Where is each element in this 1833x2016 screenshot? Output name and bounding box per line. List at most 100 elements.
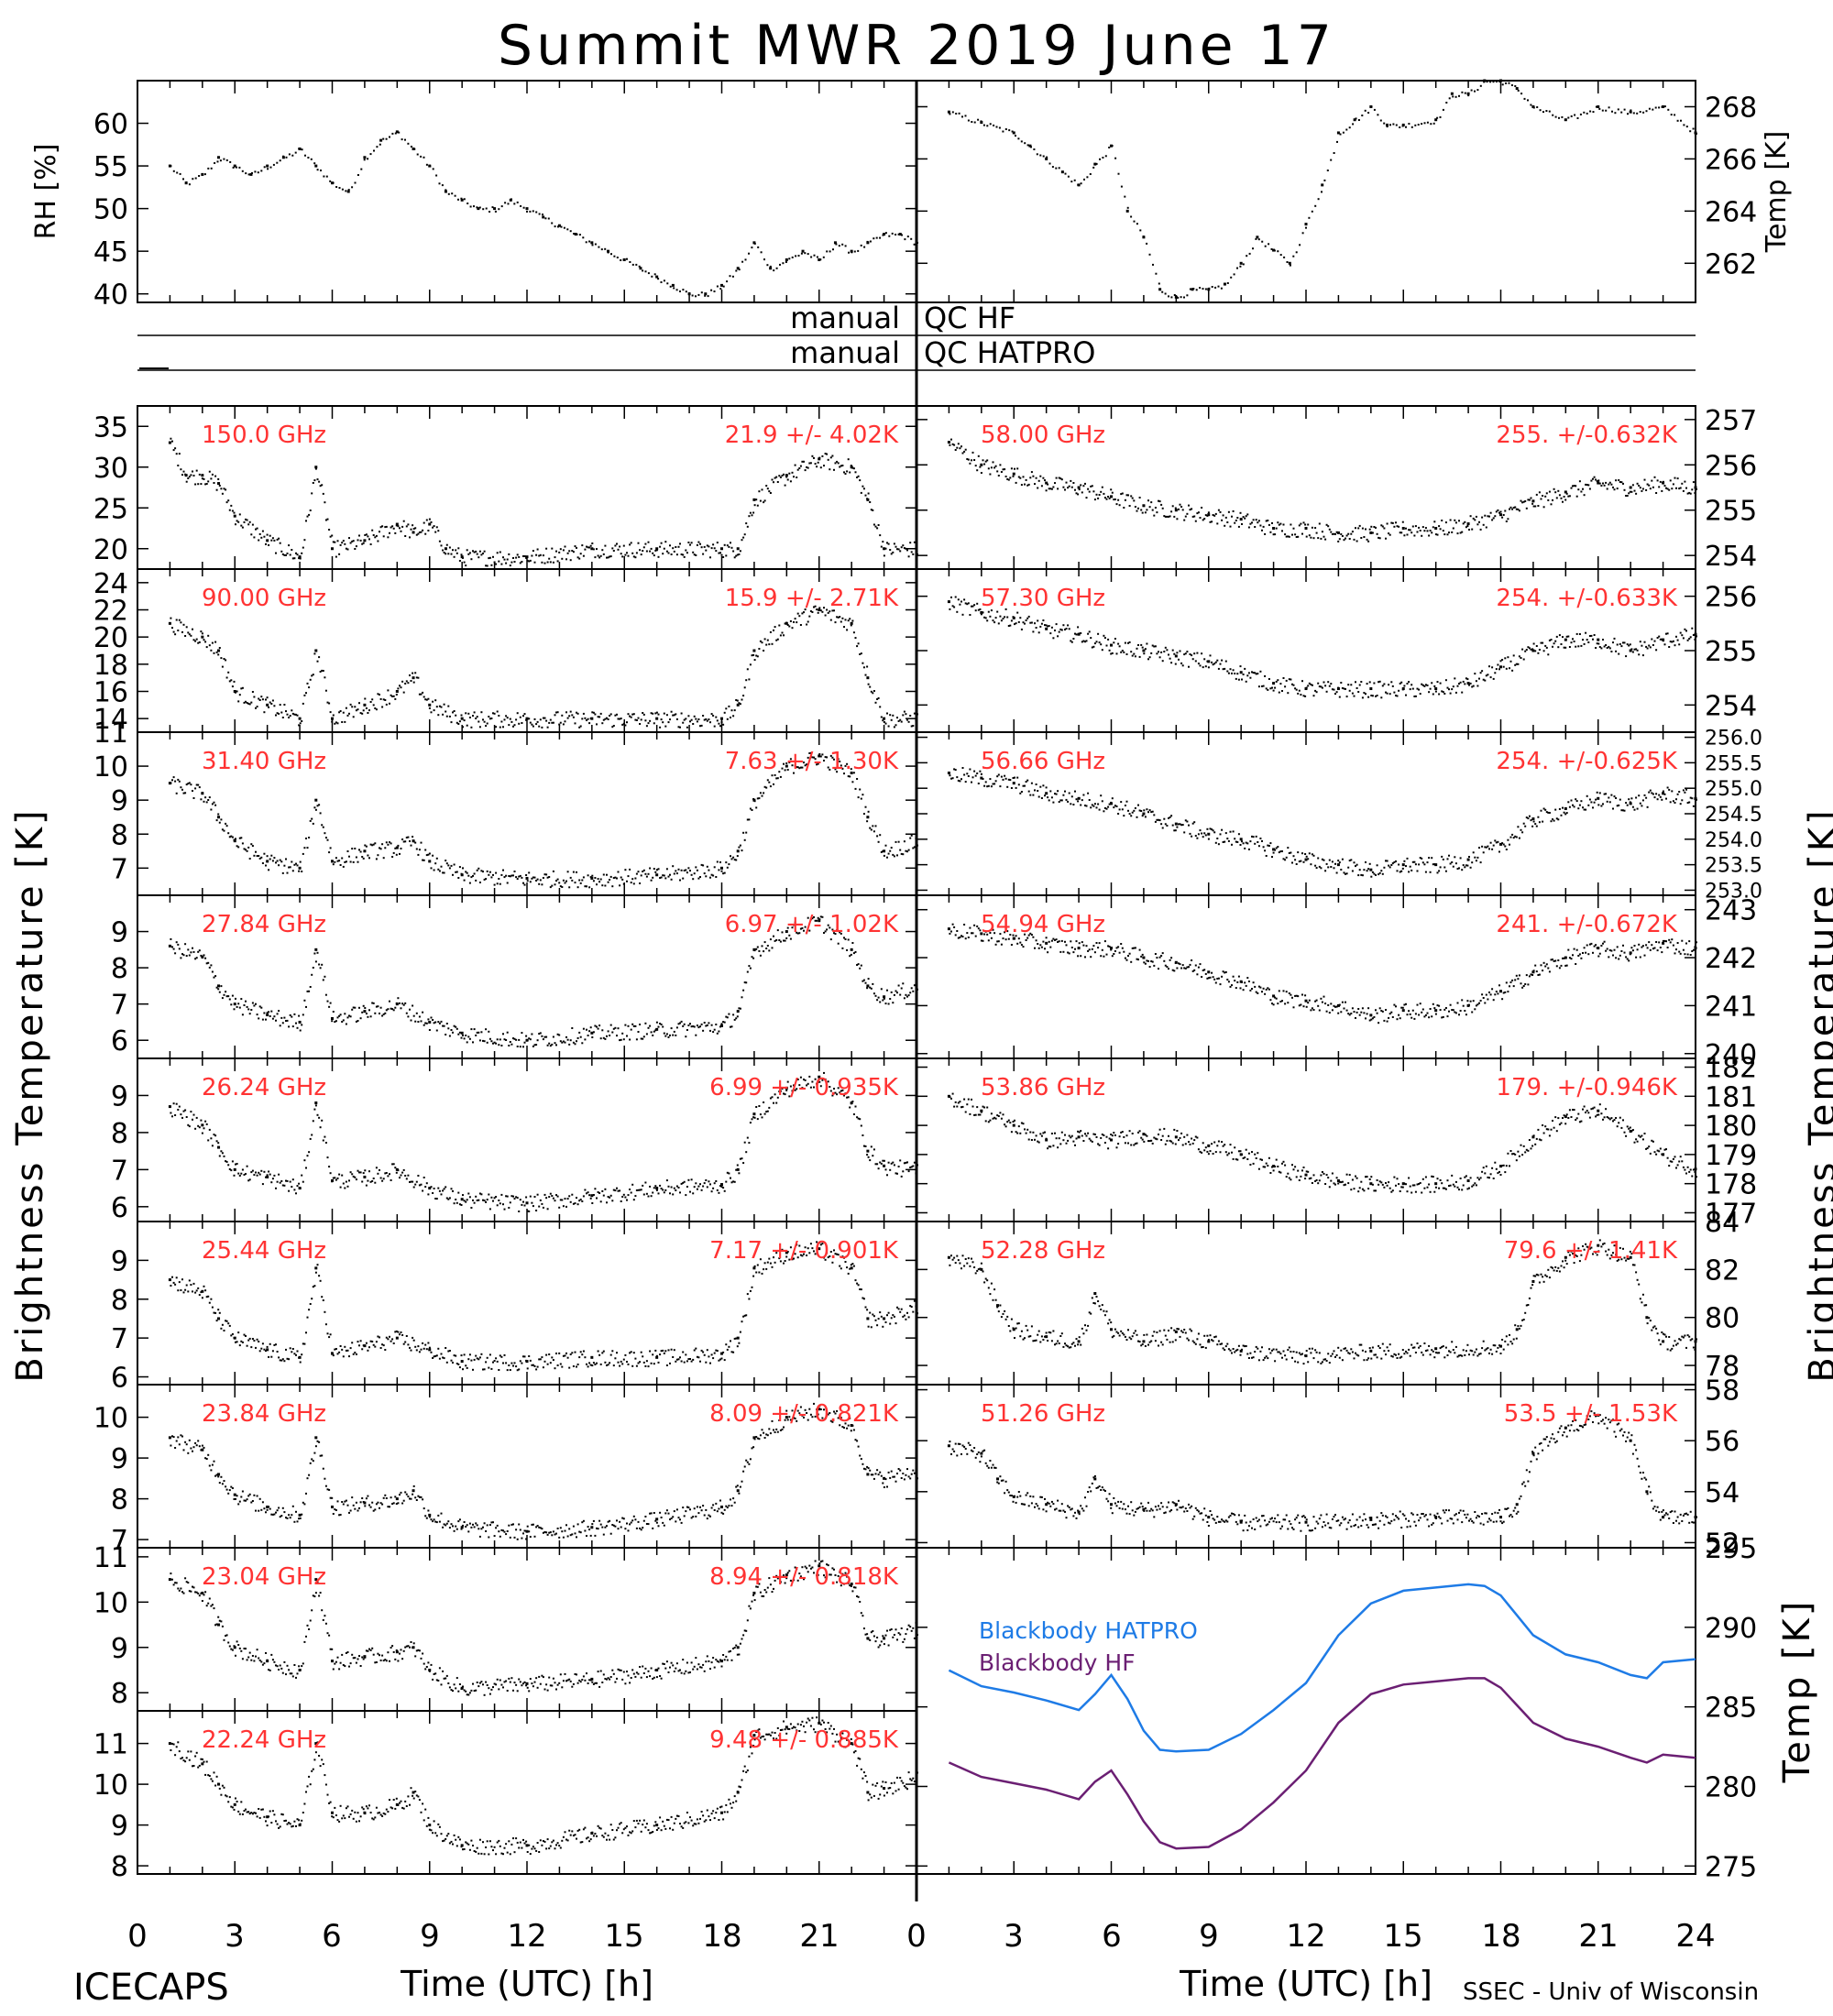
data-point [1279, 850, 1282, 853]
data-point [410, 1019, 412, 1022]
data-point [1158, 819, 1161, 822]
data-point [1586, 639, 1588, 641]
data-point [336, 860, 339, 862]
data-point [1597, 479, 1600, 482]
data-point [1560, 643, 1563, 645]
data-point [1398, 863, 1400, 866]
data-point [207, 634, 210, 637]
data-point [732, 1013, 735, 1016]
data-point [912, 553, 915, 555]
data-point [1652, 108, 1654, 111]
data-point [412, 836, 414, 838]
data-point [775, 938, 778, 941]
data-point [1163, 515, 1166, 518]
data-point [351, 848, 354, 850]
data-point [728, 705, 730, 707]
data-point [469, 205, 472, 208]
data-point [831, 756, 834, 759]
data-point [1527, 646, 1530, 649]
data-point [809, 751, 812, 754]
data-point [1105, 807, 1108, 810]
data-point [907, 720, 910, 723]
data-point [980, 776, 983, 780]
data-point [652, 712, 654, 715]
data-point [983, 784, 986, 787]
data-point [1572, 804, 1574, 806]
data-point [1369, 104, 1373, 108]
data-point [1672, 640, 1674, 642]
data-point [1095, 806, 1098, 809]
data-point [999, 785, 1002, 788]
data-point [1036, 153, 1038, 156]
channel-label: 58.00 GHz [981, 422, 1105, 449]
data-point [652, 876, 654, 879]
data-point [827, 766, 829, 769]
data-point [210, 477, 213, 480]
data-point [1026, 144, 1029, 147]
data-point [664, 725, 667, 728]
data-point [903, 710, 906, 713]
data-point [1694, 492, 1696, 494]
data-point [700, 863, 703, 866]
data-point [247, 846, 250, 849]
data-point [888, 235, 891, 237]
data-point [230, 835, 233, 838]
y-tick-label: 45 [93, 236, 128, 268]
data-point [1285, 856, 1288, 859]
data-point [1651, 792, 1653, 794]
data-point [466, 549, 468, 552]
data-point [554, 225, 556, 228]
data-point [1484, 679, 1487, 682]
data-point [630, 542, 632, 544]
data-point [271, 1017, 274, 1020]
data-point [738, 702, 741, 705]
data-point [624, 869, 627, 871]
data-point [210, 649, 213, 652]
data-point [1532, 642, 1535, 645]
data-point [218, 821, 221, 824]
data-point [683, 1023, 686, 1025]
data-point [836, 460, 839, 463]
data-point [1052, 801, 1055, 804]
data-point [1015, 786, 1017, 789]
data-point [1269, 531, 1272, 533]
data-point [801, 460, 804, 463]
data-point [387, 1008, 390, 1011]
data-point [960, 445, 962, 448]
channel-label: 90.00 GHz [202, 585, 326, 612]
data-point [220, 488, 223, 490]
data-point [437, 530, 440, 532]
data-point [1655, 793, 1658, 795]
data-point [634, 556, 637, 559]
data-point [604, 884, 607, 887]
data-point [677, 868, 680, 871]
data-point [739, 703, 741, 706]
data-point [214, 475, 217, 477]
data-point [286, 1019, 289, 1022]
data-point [236, 690, 238, 693]
data-point [1095, 493, 1098, 496]
data-point [1636, 649, 1639, 652]
data-point [187, 631, 190, 634]
data-point [432, 1019, 434, 1021]
data-point [813, 606, 815, 608]
data-point [357, 1020, 359, 1022]
data-point [697, 877, 700, 880]
data-point [1495, 841, 1498, 844]
data-point [367, 1015, 369, 1018]
data-point [569, 876, 572, 879]
data-point [377, 540, 379, 542]
data-point [1304, 695, 1307, 697]
data-point [572, 871, 575, 873]
data-point [1004, 616, 1006, 619]
data-point [1619, 798, 1621, 801]
data-point [223, 829, 225, 832]
data-point [271, 537, 274, 540]
data-point [765, 786, 768, 789]
data-point [508, 724, 510, 727]
data-point [1479, 672, 1482, 674]
data-point [1151, 810, 1154, 813]
data-point [548, 721, 551, 724]
data-point [659, 1023, 662, 1024]
data-point [1597, 804, 1600, 806]
